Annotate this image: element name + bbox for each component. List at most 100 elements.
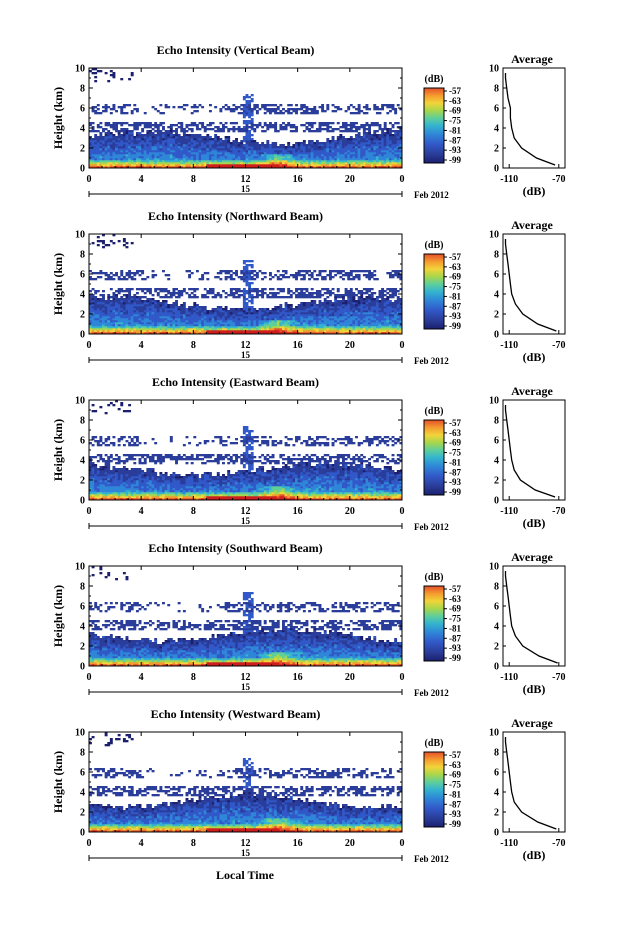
heatmap-cell (185, 148, 189, 151)
heatmap-cell (141, 270, 145, 273)
heatmap-cell (222, 144, 225, 147)
heatmap-cell (177, 164, 181, 167)
heatmap-cell (206, 142, 210, 145)
heatmap-cell (268, 292, 272, 295)
heatmap-cell (229, 308, 233, 311)
heatmap-cell (198, 158, 202, 161)
heatmap-cell (109, 160, 113, 163)
heatmap-cell (190, 152, 194, 155)
heatmap-cell (109, 156, 113, 159)
heatmap-cell (175, 152, 178, 155)
heatmap-cell (328, 308, 332, 311)
heatmap-cell (180, 292, 184, 295)
heatmap-cell (295, 104, 298, 107)
heatmap-cell (328, 300, 332, 303)
heatmap-cell (240, 142, 244, 145)
heatmap-cell (94, 130, 98, 133)
heatmap-cell (242, 314, 246, 317)
heatmap-cell (133, 122, 137, 125)
heatmap-cell (302, 328, 306, 331)
heatmap-cell (208, 292, 212, 295)
heatmap-cell (175, 160, 178, 163)
heatmap-cell (143, 326, 147, 329)
heatmap-cell (302, 146, 306, 149)
heatmap-cell (381, 158, 385, 161)
heatmap-cell (154, 160, 158, 163)
heatmap-cell (164, 166, 168, 169)
heatmap-cell (159, 152, 163, 155)
heatmap-cell (235, 144, 238, 147)
heatmap-cell (305, 288, 309, 291)
heatmap-cell (117, 310, 121, 313)
heatmap-cell (146, 138, 150, 141)
heatmap-cell (308, 296, 312, 299)
heatmap-cell (216, 322, 220, 325)
heatmap-cell (313, 152, 317, 155)
heatmap-cell (138, 134, 142, 137)
heatmap-cell (120, 296, 124, 299)
heatmap-cell (365, 292, 369, 295)
heatmap-cell (287, 316, 291, 319)
heatmap-cell (388, 110, 392, 113)
heatmap-cell (167, 326, 171, 329)
heatmap-cell (99, 318, 103, 321)
heatmap-cell (381, 296, 385, 299)
heatmap-cell (396, 136, 400, 139)
heatmap-cell (378, 166, 382, 169)
heatmap-cell (198, 150, 202, 153)
heatmap-cell (128, 304, 132, 307)
heatmap-cell (185, 150, 189, 153)
heatmap-cell (182, 150, 186, 153)
heatmap-cell (373, 324, 377, 327)
heatmap-cell (289, 330, 293, 333)
heatmap-cell (125, 146, 129, 149)
heatmap-cell (185, 104, 189, 107)
heatmap-cell (180, 328, 184, 331)
heatmap-cell (284, 332, 288, 335)
heatmap-cell (190, 312, 194, 315)
heatmap-cell (151, 132, 155, 135)
heatmap-cell (235, 318, 238, 321)
heatmap-cell (143, 310, 147, 313)
heatmap-cell (222, 152, 225, 155)
heatmap-cell (182, 140, 186, 143)
heatmap-cell (169, 326, 173, 329)
heatmap-cell (248, 314, 252, 317)
heatmap-cell (102, 332, 105, 335)
heatmap-cell (112, 294, 116, 297)
heatmap-cell (263, 150, 267, 153)
heatmap-cell (245, 292, 249, 295)
heatmap-cell (378, 330, 382, 333)
heatmap-cell (128, 150, 132, 153)
colorbar (423, 87, 445, 164)
heatmap-cell (331, 140, 335, 143)
heatmap-cell (295, 320, 298, 323)
heatmap-cell (263, 272, 267, 275)
heatmap-cell (339, 158, 343, 161)
heatmap-cell (89, 162, 92, 165)
heatmap-cell (331, 142, 335, 145)
heatmap-cell (182, 158, 186, 161)
heatmap-cell (386, 104, 390, 107)
heatmap-cell (195, 296, 199, 299)
heatmap-cell (300, 304, 304, 307)
heatmap-cell (156, 124, 160, 127)
heatmap-cell (89, 296, 92, 299)
heatmap-cell (177, 126, 181, 129)
heatmap-cell (164, 314, 168, 317)
heatmap-cell (344, 124, 348, 127)
heatmap-cell (339, 310, 343, 313)
heatmap-cell (237, 288, 241, 291)
heatmap-cell (206, 140, 210, 143)
heatmap-cell (208, 326, 212, 329)
heatmap-cell (313, 144, 317, 147)
heatmap-cell (222, 156, 225, 159)
heatmap-cell (96, 312, 100, 315)
heatmap-cell (357, 128, 361, 131)
heatmap-cell (386, 156, 390, 159)
heatmap-cell (266, 156, 270, 159)
heatmap-cell (334, 306, 338, 309)
heatmap-cell (151, 150, 155, 153)
heatmap-cell (313, 112, 317, 115)
heatmap-cell (148, 166, 152, 169)
